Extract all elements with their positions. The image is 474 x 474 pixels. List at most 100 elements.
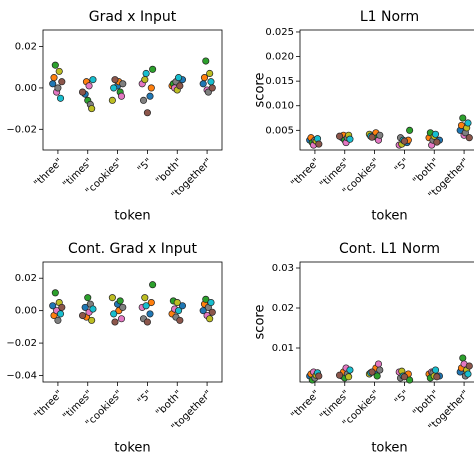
y-axis-label: score (253, 305, 268, 340)
x-tick-label: "5" (136, 388, 155, 407)
point (206, 315, 214, 323)
point (315, 140, 323, 148)
point (108, 96, 116, 104)
point (56, 94, 65, 102)
point (335, 371, 344, 379)
point (346, 366, 354, 374)
point (88, 105, 96, 113)
axes-frame (42, 29, 223, 151)
point (459, 354, 467, 362)
y-tick-label: 0.02 (15, 42, 37, 53)
y-tick-label: 0.015 (265, 76, 294, 87)
y-tick-label: 0.025 (265, 27, 294, 38)
point (464, 119, 472, 127)
point (58, 78, 66, 86)
point (345, 373, 353, 381)
point (178, 302, 187, 310)
x-axis-label: token (114, 209, 150, 224)
y-tick-label: 0.02 (272, 303, 294, 314)
point (208, 84, 216, 92)
point (374, 360, 383, 368)
point (406, 376, 414, 384)
y-tick-label: 0.005 (265, 125, 294, 136)
axes-frame (299, 261, 474, 383)
point (141, 294, 149, 302)
point (173, 298, 181, 307)
point (111, 76, 119, 84)
point (400, 137, 408, 145)
point (206, 69, 214, 77)
x-tick-label: "three" (32, 388, 65, 421)
point (200, 74, 209, 82)
y-tick-label: 0.02 (15, 273, 37, 284)
point (89, 305, 97, 313)
point (81, 303, 89, 311)
axes-frame (42, 261, 223, 383)
x-tick-label: "5" (136, 156, 155, 175)
x-axis-label: token (114, 441, 150, 456)
point (400, 373, 408, 381)
point (433, 138, 441, 146)
x-tick-label: "three" (289, 156, 322, 189)
y-tick-label: 0.010 (265, 101, 294, 112)
point (88, 316, 96, 324)
point (51, 61, 59, 69)
point (141, 76, 149, 84)
y-tick-label: −0.02 (6, 124, 37, 135)
point (465, 362, 473, 370)
y-tick-label: 0.03 (272, 263, 294, 274)
y-axis-label: score (253, 73, 268, 108)
point (50, 74, 58, 82)
chart-title: L1 Norm (360, 9, 419, 25)
x-axis-label: token (371, 209, 407, 224)
point (335, 132, 344, 140)
point (207, 298, 215, 307)
point (119, 80, 127, 88)
point (108, 294, 116, 302)
y-tick-label: 0.020 (265, 52, 294, 63)
x-tick-label: "5" (393, 156, 412, 175)
point (464, 370, 472, 378)
point (147, 298, 155, 307)
point (176, 316, 184, 324)
point (146, 310, 154, 318)
point (368, 133, 376, 141)
point (55, 67, 63, 75)
point (176, 82, 184, 90)
point (54, 316, 62, 324)
point (202, 57, 210, 65)
point (110, 84, 118, 92)
point (79, 88, 87, 96)
point (143, 318, 151, 326)
chart-title: Cont. L1 Norm (339, 241, 440, 257)
point (149, 281, 157, 289)
axes-frame (299, 29, 474, 151)
point (111, 318, 119, 326)
point (142, 69, 150, 77)
point (116, 297, 124, 305)
point (147, 84, 155, 92)
point (85, 82, 93, 90)
point (58, 303, 66, 311)
point (142, 302, 150, 310)
point (56, 310, 65, 318)
point (202, 295, 210, 303)
point (465, 134, 473, 142)
point (406, 126, 414, 134)
point (207, 78, 215, 86)
point (117, 92, 126, 100)
point (175, 307, 183, 315)
x-axis-label: token (371, 441, 407, 456)
point (146, 92, 154, 100)
point (49, 302, 57, 310)
x-tick-label: "three" (32, 156, 65, 189)
point (143, 109, 151, 117)
point (376, 131, 384, 139)
point (459, 114, 467, 122)
point (208, 308, 216, 316)
point (54, 84, 62, 92)
point (139, 96, 148, 104)
point (376, 366, 384, 374)
y-tick-label: 0.00 (15, 83, 37, 94)
